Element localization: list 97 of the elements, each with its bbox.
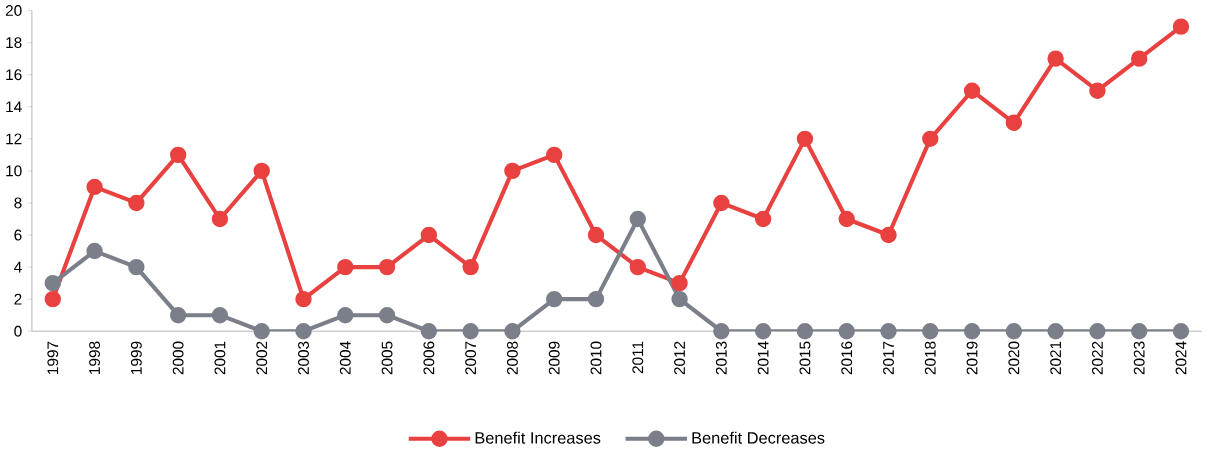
y-tick-label: 12: [6, 133, 22, 145]
x-tick-label: 2008: [507, 341, 518, 375]
x-tick-label: 2024: [1175, 341, 1187, 375]
x-tick-label: 2005: [381, 341, 393, 375]
y-tick-label: 18: [6, 37, 22, 49]
y-tick-label: 0: [14, 325, 22, 337]
point: [211, 307, 229, 324]
point: [963, 82, 981, 99]
point: [629, 258, 646, 276]
x-tick-label: 2014: [757, 341, 769, 375]
x-tick-label: 2001: [214, 341, 226, 375]
x-tick-label: 1998: [89, 341, 101, 374]
y-tick-label: 4: [14, 261, 22, 273]
x-tick-label: 2015: [799, 341, 811, 375]
point: [86, 242, 103, 260]
point: [86, 178, 103, 196]
point: [838, 210, 855, 228]
point: [922, 130, 939, 148]
point: [1131, 323, 1148, 340]
point: [504, 323, 521, 340]
point: [754, 210, 772, 228]
point: [1047, 50, 1064, 67]
x-tick-label: 1999: [130, 341, 142, 374]
x-tick-label: 2022: [1091, 341, 1103, 375]
point: [462, 323, 479, 340]
point: [1089, 82, 1106, 99]
point: [963, 323, 981, 340]
x-tick-label: 2023: [1133, 341, 1145, 375]
x-tick-label: 2021: [1050, 341, 1062, 375]
point: [253, 323, 270, 340]
x-tick-label: 2010: [590, 341, 602, 375]
point: [295, 290, 312, 308]
point: [546, 290, 563, 308]
point: [169, 307, 187, 324]
point: [1005, 114, 1023, 131]
x-tick-label: 2020: [1008, 341, 1020, 375]
point: [128, 194, 145, 212]
point: [169, 146, 187, 164]
x-tick-label: 2011: [632, 341, 644, 374]
x-tick-label: 2004: [339, 341, 351, 375]
point: [462, 258, 479, 276]
point: [1131, 50, 1148, 67]
point: [671, 274, 688, 292]
x-tick-label: 2009: [548, 341, 560, 375]
x-tick-label: 2017: [883, 341, 894, 375]
x-tick-label: 2013: [715, 341, 727, 375]
x-tick-label: 2012: [674, 341, 686, 375]
point: [796, 323, 814, 340]
point: [1005, 323, 1023, 340]
y-tick-label: 10: [6, 165, 22, 177]
point: [1172, 18, 1190, 35]
point: [44, 290, 61, 308]
point: [211, 210, 229, 228]
point: [1089, 323, 1106, 340]
y-tick-label: 14: [6, 101, 22, 113]
legend-label: Benefit Decreases: [692, 431, 825, 444]
point: [713, 194, 730, 212]
point: [880, 323, 897, 340]
point: [253, 162, 270, 180]
point: [337, 307, 354, 324]
point: [880, 226, 897, 244]
x-tick-label: 2000: [172, 341, 184, 375]
point: [504, 162, 521, 180]
point: [629, 210, 646, 228]
point: [295, 323, 312, 340]
point: [44, 274, 61, 292]
point: [796, 130, 814, 148]
x-tick-label: 2016: [841, 341, 853, 375]
y-tick-label: 8: [14, 197, 22, 209]
y-tick-label: 6: [14, 229, 22, 241]
point: [1047, 323, 1064, 340]
legend-label: Benefit Increases: [475, 431, 601, 444]
x-tick-label: 2003: [298, 341, 309, 375]
point: [128, 258, 145, 276]
point: [587, 290, 605, 308]
y-tick-label: 20: [5, 5, 22, 16]
point: [754, 323, 772, 340]
point: [378, 258, 396, 276]
y-tick-label: 2: [14, 293, 22, 305]
point: [922, 323, 939, 340]
point: [546, 146, 563, 164]
y-tick-label: 16: [6, 69, 22, 81]
point: [671, 290, 688, 308]
point: [378, 307, 396, 324]
point: [337, 258, 354, 276]
point: [420, 226, 438, 244]
x-tick-label: 2019: [966, 341, 978, 375]
x-tick-label: 2002: [256, 341, 268, 375]
point: [587, 226, 605, 244]
point: [838, 323, 855, 340]
x-tick-label: 2007: [465, 341, 477, 375]
point: [1172, 323, 1190, 340]
point: [420, 323, 438, 340]
x-tick-label: 1997: [47, 341, 59, 374]
x-tick-label: 2018: [924, 341, 936, 375]
x-tick-label: 2006: [423, 341, 435, 375]
point: [713, 323, 730, 340]
